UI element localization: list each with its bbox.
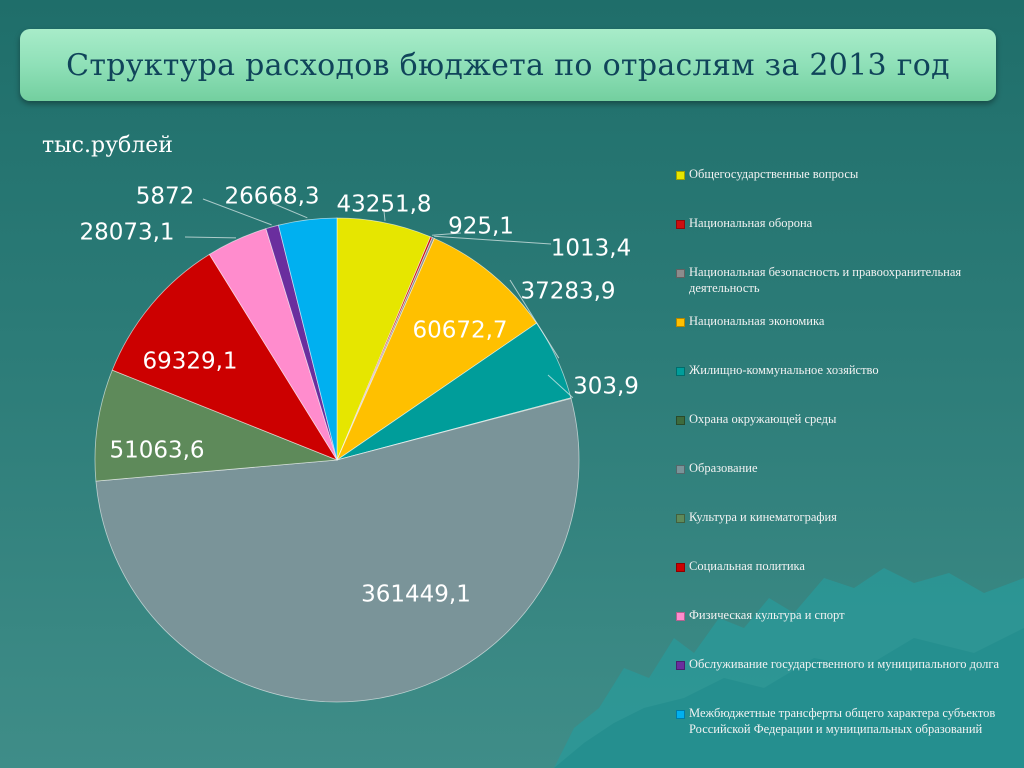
page-title: Структура расходов бюджета по отраслям з… bbox=[66, 47, 950, 83]
data-label-4: 60672,7 bbox=[412, 318, 507, 344]
data-label-3: 1013,4 bbox=[551, 236, 631, 262]
legend-swatch bbox=[676, 563, 685, 572]
legend-item-5: Жилищно-коммунальное хозяйство bbox=[676, 362, 1016, 378]
data-label-1: 43251,8 bbox=[336, 192, 431, 218]
legend-item-7: Образование bbox=[676, 460, 1016, 476]
legend-item-3: Национальная безопасность и правоохранит… bbox=[676, 264, 1016, 296]
legend-label: Обслуживание государственного и муниципа… bbox=[689, 657, 1000, 671]
leader-line-10 bbox=[184, 236, 237, 239]
leader-line-1 bbox=[383, 210, 386, 221]
legend-label: Национальная экономика bbox=[689, 314, 825, 328]
pie-slice-8 bbox=[94, 369, 338, 482]
legend-item-9: Социальная политика bbox=[676, 558, 1016, 574]
pie-chart: 43251,8 925,1 1013,4 60672,7 37283,9 303,9 361… bbox=[79, 184, 639, 703]
legend-swatch bbox=[676, 171, 685, 180]
data-label-10: 28073,1 bbox=[79, 220, 174, 246]
leader-line-3 bbox=[434, 235, 552, 245]
leader-line-5 bbox=[509, 279, 560, 359]
legend-item-4: Национальная экономика bbox=[676, 313, 1016, 329]
legend-swatch bbox=[676, 367, 685, 376]
leader-line-12 bbox=[271, 202, 308, 219]
legend-swatch bbox=[676, 710, 685, 719]
leader-line-11 bbox=[202, 198, 272, 226]
legend-label: Общегосударственные вопросы bbox=[689, 167, 859, 181]
legend-label: Межбюджетные трансферты общего характера… bbox=[689, 706, 996, 736]
data-label-2: 925,1 bbox=[448, 214, 514, 240]
legend-item-8: Культура и кинематография bbox=[676, 509, 1016, 525]
pie-slice-9 bbox=[111, 253, 338, 461]
leader-line-2 bbox=[432, 232, 462, 236]
pie-slice-7 bbox=[95, 398, 580, 703]
unit-label: тыс.рублей bbox=[42, 133, 173, 158]
legend-label: Жилищно-коммунальное хозяйство bbox=[689, 363, 879, 377]
legend-swatch bbox=[676, 514, 685, 523]
data-label-6: 303,9 bbox=[573, 374, 639, 400]
legend-item-11: Обслуживание государственного и муниципа… bbox=[676, 656, 1016, 672]
data-label-7: 361449,1 bbox=[361, 582, 471, 608]
legend-swatch bbox=[676, 612, 685, 621]
legend-swatch bbox=[676, 661, 685, 670]
legend-item-2: Национальная оборона bbox=[676, 215, 1016, 231]
legend-label: Культура и кинематография bbox=[689, 510, 837, 524]
legend-label: Охрана окружающей среды bbox=[689, 412, 837, 426]
data-label-5: 37283,9 bbox=[520, 279, 615, 305]
title-banner: Структура расходов бюджета по отраслям з… bbox=[20, 29, 996, 101]
legend-swatch bbox=[676, 318, 685, 327]
legend-swatch bbox=[676, 465, 685, 474]
legend-label: Национальная оборона bbox=[689, 216, 813, 230]
data-label-12: 26668,3 bbox=[224, 184, 319, 210]
data-label-9: 69329,1 bbox=[142, 349, 237, 375]
legend-label: Образование bbox=[689, 461, 758, 475]
leader-line-6 bbox=[547, 374, 574, 399]
legend-label: Социальная политика bbox=[689, 559, 805, 573]
legend-item-12: Межбюджетные трансферты общего характера… bbox=[676, 705, 1016, 737]
data-label-8: 51063,6 bbox=[109, 438, 204, 464]
legend-swatch bbox=[676, 220, 685, 229]
legend-label: Национальная безопасность и правоохранит… bbox=[689, 265, 962, 295]
legend-item-6: Охрана окружающей среды bbox=[676, 411, 1016, 427]
legend-swatch bbox=[676, 269, 685, 278]
pie-slice-12 bbox=[277, 217, 338, 461]
legend-swatch bbox=[676, 416, 685, 425]
legend-item-10: Физическая культура и спорт bbox=[676, 607, 1016, 623]
legend-item-1: Общегосударственные вопросы bbox=[676, 166, 1016, 182]
mountain-decoration bbox=[554, 568, 1024, 768]
data-label-11: 5872 bbox=[136, 184, 195, 210]
legend-label: Физическая культура и спорт bbox=[689, 608, 845, 622]
pie-slice-4 bbox=[336, 237, 538, 462]
